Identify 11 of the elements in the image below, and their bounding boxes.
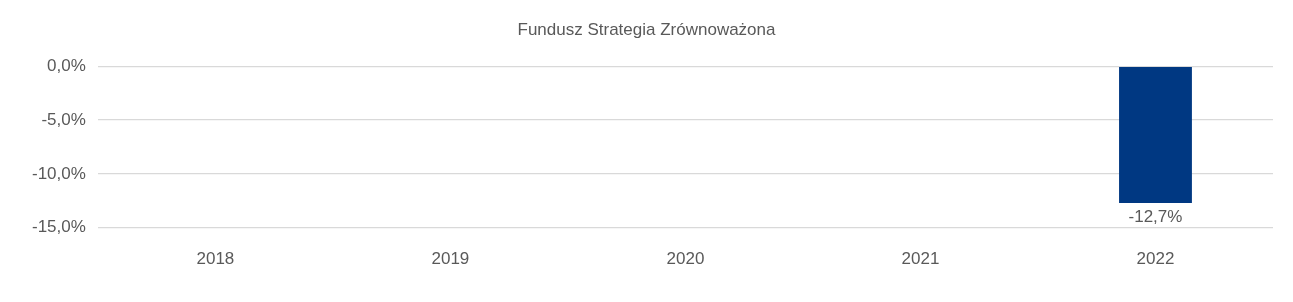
y-tick-label: -10,0% (31, 163, 86, 183)
x-tick-label: 2020 (666, 249, 705, 269)
x-tick-label: 2021 (901, 249, 940, 269)
y-tick-label: -15,0% (31, 217, 86, 237)
y-tick-label: 0,0% (47, 56, 86, 76)
x-tick-label: 2019 (431, 249, 470, 269)
x-tick-label: 2022 (1136, 249, 1175, 269)
x-tick-label: 2018 (196, 249, 235, 269)
y-tick-label: -5,0% (41, 109, 86, 129)
data-label: -12,7% (1128, 207, 1183, 227)
chart-title: Fundusz Strategia Zrównoważona (517, 19, 777, 39)
